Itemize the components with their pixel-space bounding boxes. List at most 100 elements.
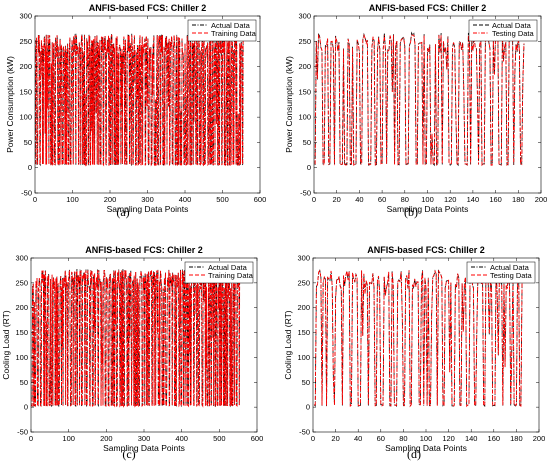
y-tick-label: -50 [21, 189, 32, 198]
panel-caption: (a) [116, 205, 129, 219]
x-tick-label: 400 [175, 434, 188, 443]
x-tick-label: 300 [138, 434, 151, 443]
series-line-testing-data [314, 33, 525, 167]
series-group [31, 268, 241, 408]
x-tick-label: 80 [401, 195, 409, 204]
x-tick-label: 100 [421, 195, 434, 204]
x-tick-label: 300 [141, 195, 154, 204]
legend-box [187, 19, 257, 42]
series-line-training-data [31, 269, 241, 408]
y-tick-label: -50 [17, 428, 28, 437]
y-tick-label: 250 [19, 37, 32, 46]
x-axis-label: Sampling Data Points [387, 204, 469, 214]
y-tick-label: 100 [298, 113, 311, 122]
x-tick-label: 180 [512, 195, 525, 204]
chart-title: ANFIS-based FCS: Chiller 2 [85, 245, 203, 255]
y-tick-label: 0 [24, 403, 28, 412]
legend-label: Actual Data [492, 21, 532, 30]
x-tick-label: 20 [333, 195, 341, 204]
chart-panel-b: 0 20 40 60 80 100 120 140 160 180 200-500501001502… [284, 3, 547, 219]
y-tick-label: 0 [306, 403, 310, 412]
legend-label: Actual Data [490, 263, 530, 272]
y-axis-label: Power Consumption (kW) [5, 56, 15, 153]
x-tick-label: 120 [442, 434, 455, 443]
y-axis-label: Power Consumption (kW) [284, 56, 294, 153]
x-tick-label: 180 [510, 434, 523, 443]
x-tick-label: 80 [399, 434, 407, 443]
y-tick-label: 250 [297, 278, 310, 287]
x-tick-label: 0 [311, 434, 315, 443]
x-tick-label: 200 [100, 434, 113, 443]
x-tick-label: 200 [104, 195, 117, 204]
legend-box [184, 261, 254, 284]
chart-panel-a: 0 100 200 300 400 500 600-50050100150200250300… [5, 3, 266, 219]
y-tick-label: 250 [298, 37, 311, 46]
x-tick-label: 0 [33, 195, 37, 204]
x-axis-label: Sampling Data Points [103, 443, 185, 453]
y-tick-label: 100 [297, 353, 310, 362]
x-tick-label: 600 [251, 434, 264, 443]
y-tick-label: 100 [15, 353, 28, 362]
chart-title: ANFIS-based FCS: Chiller 2 [89, 3, 207, 13]
y-tick-label: 50 [302, 378, 310, 387]
y-axis-label: Cooling Load (RT) [283, 310, 293, 379]
y-tick-label: -50 [299, 428, 310, 437]
legend-label: Actual Data [211, 21, 251, 30]
panel-caption: (c) [122, 447, 135, 461]
y-tick-label: 50 [24, 138, 32, 147]
x-axis-label: Sampling Data Points [385, 443, 467, 453]
x-tick-label: 400 [179, 195, 192, 204]
panel-caption: (d) [407, 447, 421, 461]
y-tick-label: 150 [298, 87, 311, 96]
chart-title: ANFIS-based FCS: Chiller 2 [367, 245, 485, 255]
x-tick-label: 120 [444, 195, 457, 204]
series-group [314, 30, 525, 167]
x-tick-label: 100 [62, 434, 75, 443]
x-tick-label: 140 [467, 195, 480, 204]
legend-label: Actual Data [208, 263, 248, 272]
x-tick-label: 20 [331, 434, 339, 443]
y-tick-label: 300 [297, 254, 310, 263]
y-tick-label: 200 [19, 62, 32, 71]
y-tick-label: 200 [298, 62, 311, 71]
x-tick-label: 60 [378, 195, 386, 204]
legend-label: Training Data [211, 29, 257, 38]
y-axis-label: Cooling Load (RT) [1, 310, 11, 379]
x-tick-label: 500 [213, 434, 226, 443]
y-tick-label: 300 [15, 254, 28, 263]
x-tick-label: 40 [354, 434, 362, 443]
y-tick-label: 300 [19, 12, 32, 21]
x-tick-label: 100 [66, 195, 79, 204]
series-line-testing-data [313, 269, 523, 408]
y-tick-label: 0 [28, 163, 32, 172]
x-tick-label: 500 [216, 195, 229, 204]
y-tick-label: 250 [15, 278, 28, 287]
legend-label: Testing Data [492, 29, 535, 38]
x-axis-label: Sampling Data Points [107, 204, 189, 214]
x-tick-label: 40 [355, 195, 363, 204]
chart-title: ANFIS-based FCS: Chiller 2 [369, 3, 487, 13]
y-tick-label: -50 [300, 189, 311, 198]
y-tick-label: 150 [15, 328, 28, 337]
x-tick-label: 100 [420, 434, 433, 443]
y-tick-label: 150 [19, 87, 32, 96]
series-line-training-data [35, 34, 244, 167]
legend-label: Training Data [208, 271, 254, 280]
chart-panel-d: 0 20 40 60 80 100 120 140 160 180 200-500501001502… [283, 245, 545, 461]
legend-label: Testing Data [490, 271, 533, 280]
x-tick-label: 200 [535, 195, 548, 204]
y-tick-label: 200 [15, 303, 28, 312]
y-tick-label: 150 [297, 328, 310, 337]
x-tick-label: 160 [488, 434, 501, 443]
x-tick-label: 0 [312, 195, 316, 204]
legend-box [466, 261, 536, 284]
x-tick-label: 160 [489, 195, 502, 204]
x-tick-label: 0 [29, 434, 33, 443]
x-tick-label: 600 [254, 195, 267, 204]
y-tick-label: 50 [20, 378, 28, 387]
